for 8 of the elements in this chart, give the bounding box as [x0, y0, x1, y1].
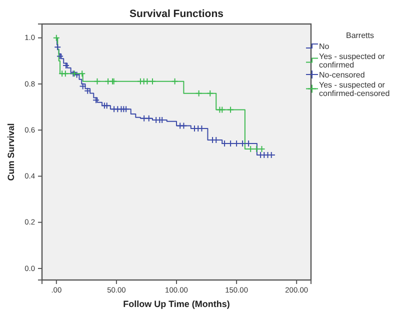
x-axis-title: Follow Up Time (Months): [123, 299, 230, 309]
legend-label: Yes - suspected or confirmed: [319, 52, 386, 70]
chart-title: Survival Functions: [130, 8, 224, 20]
legend-title: Barretts: [346, 31, 374, 40]
legend-label: No: [319, 42, 330, 51]
legend-label: Yes - suspected or confirmed-censored: [319, 80, 390, 98]
legend-label: No-censored: [319, 70, 365, 80]
y-axis-title: Cum Survival: [6, 123, 16, 181]
